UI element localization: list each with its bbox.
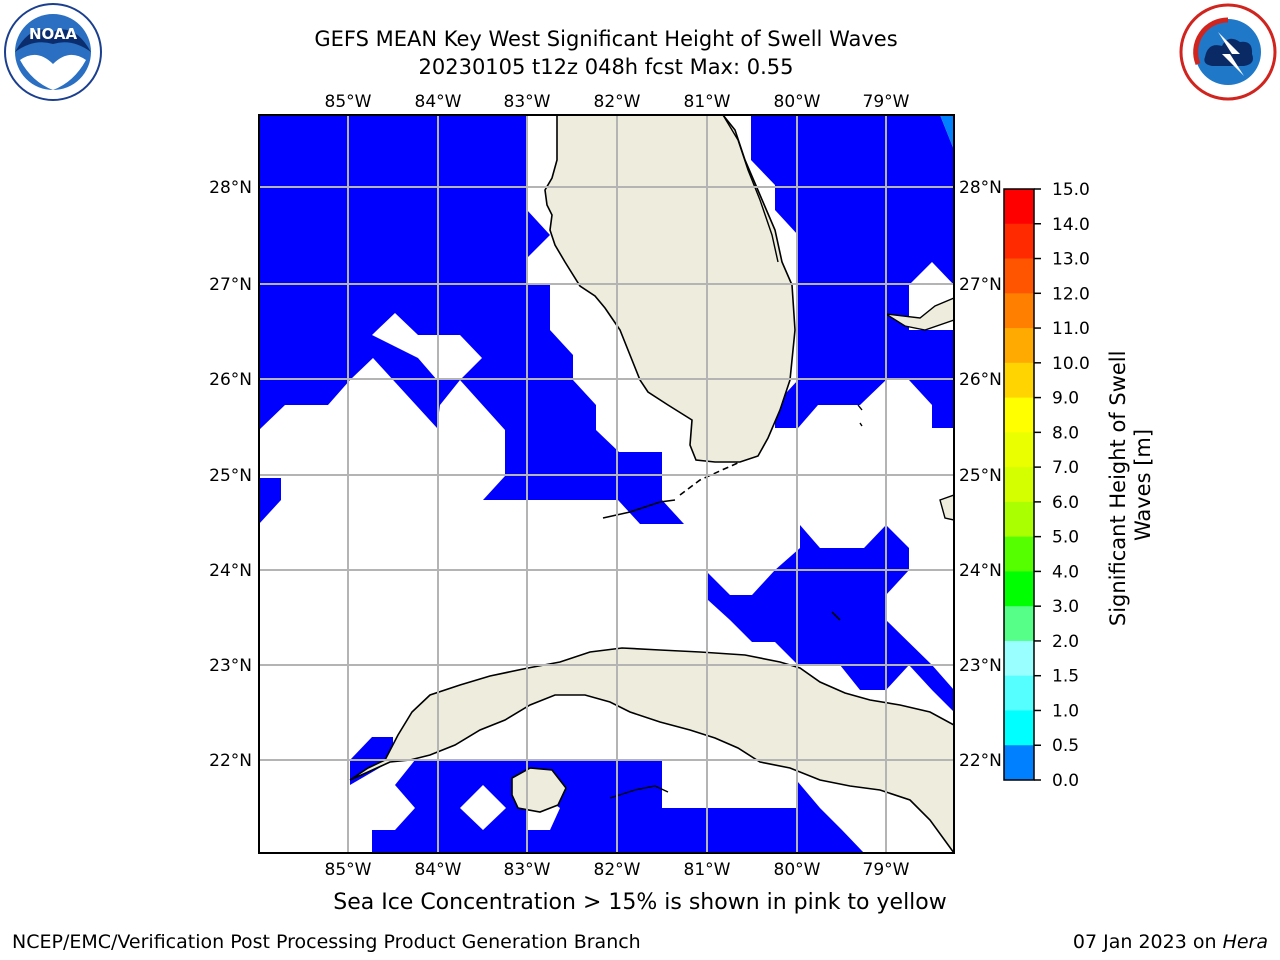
right-lat-label: 26°N bbox=[959, 370, 1002, 390]
top-lon-label: 83°W bbox=[504, 92, 551, 112]
bottom-lon-label: 81°W bbox=[684, 860, 731, 880]
colorbar-tick-label: 11.0 bbox=[1052, 319, 1090, 339]
colorbar-tick-label: 8.0 bbox=[1052, 423, 1079, 443]
noaa-logo: NOAA bbox=[4, 3, 102, 101]
colorbar-swatch bbox=[1004, 258, 1034, 294]
colorbar-swatch bbox=[1004, 223, 1034, 260]
colorbar-swatch bbox=[1004, 501, 1034, 538]
top-lon-label: 81°W bbox=[684, 92, 731, 112]
colorbar-swatch bbox=[1004, 745, 1034, 781]
colorbar-tick-label: 7.0 bbox=[1052, 458, 1079, 478]
bottom-lon-label: 84°W bbox=[415, 860, 462, 880]
cuba-landmass bbox=[349, 647, 954, 853]
colorbar-swatch bbox=[1004, 675, 1034, 711]
top-lon-label: 82°W bbox=[594, 92, 641, 112]
colorbar-swatch bbox=[1004, 536, 1034, 572]
colorbar-swatch bbox=[1004, 710, 1034, 746]
colorbar-tick-label: 1.0 bbox=[1052, 701, 1079, 721]
right-lat-label: 28°N bbox=[959, 178, 1002, 198]
colorbar-tick-label: 10.0 bbox=[1052, 354, 1090, 374]
colorbar-tick-label: 6.0 bbox=[1052, 493, 1079, 513]
isla-de-la-juventud bbox=[511, 767, 567, 813]
colorbar-swatch bbox=[1004, 432, 1034, 468]
bottom-lon-label: 83°W bbox=[504, 860, 551, 880]
right-lat-label: 27°N bbox=[959, 275, 1002, 295]
colorbar-swatch bbox=[1004, 293, 1034, 329]
colorbar-swatch bbox=[1004, 467, 1034, 503]
colorbar-swatch bbox=[1004, 189, 1034, 225]
colorbar-label: Significant Height of Swell Waves [m] bbox=[1106, 344, 1155, 626]
colorbar-tick-label: 13.0 bbox=[1052, 250, 1090, 270]
top-lon-label: 85°W bbox=[325, 92, 372, 112]
chart-title: GEFS MEAN Key West Significant Height of… bbox=[314, 27, 898, 51]
right-lat-label: 23°N bbox=[959, 656, 1002, 676]
right-lat-label: 24°N bbox=[959, 561, 1002, 581]
left-lat-label: 28°N bbox=[209, 178, 252, 198]
colorbar-swatch bbox=[1004, 640, 1034, 677]
map-area bbox=[259, 115, 954, 853]
bottom-lon-label: 80°W bbox=[774, 860, 821, 880]
chart-subtitle: 20230105 t12z 048h fcst Max: 0.55 bbox=[418, 55, 794, 79]
colorbar-swatch bbox=[1004, 362, 1034, 399]
colorbar-tick-label: 15.0 bbox=[1052, 180, 1090, 200]
colorbar-tick-label: 14.0 bbox=[1052, 215, 1090, 235]
left-lat-label: 27°N bbox=[209, 275, 252, 295]
left-lat-label: 26°N bbox=[209, 370, 252, 390]
left-lat-label: 25°N bbox=[209, 466, 252, 486]
left-lat-label: 22°N bbox=[209, 751, 252, 771]
top-lon-label: 84°W bbox=[415, 92, 462, 112]
longitude-ticks: 85°W 85°W 84°W 84°W 83°W 83°W 82°W 82°W 81°W 81°W… bbox=[325, 92, 910, 880]
colorbar-tick-label: 4.0 bbox=[1052, 562, 1079, 582]
left-lat-label: 23°N bbox=[209, 656, 252, 676]
footer-credit: NCEP/EMC/Verification Post Processing Pr… bbox=[12, 931, 641, 953]
bottom-lon-label: 85°W bbox=[325, 860, 372, 880]
nws-logo bbox=[1179, 3, 1277, 101]
graticule bbox=[259, 115, 954, 853]
sea-ice-note: Sea Ice Concentration > 15% is shown in … bbox=[333, 890, 947, 915]
colorbar-swatch bbox=[1004, 328, 1034, 364]
bottom-lon-label: 79°W bbox=[863, 860, 910, 880]
right-lat-label: 22°N bbox=[959, 751, 1002, 771]
florida-landmass bbox=[544, 115, 796, 463]
latitude-ticks: 28°N 28°N 27°N 27°N 26°N 26°N 25°N 25°N 24°N 24°N… bbox=[209, 178, 1002, 771]
right-lat-label: 25°N bbox=[959, 466, 1002, 486]
noaa-logo-text: NOAA bbox=[29, 25, 78, 43]
top-lon-label: 80°W bbox=[774, 92, 821, 112]
colorbar-tick-label: 3.0 bbox=[1052, 597, 1079, 617]
colorbar-swatch bbox=[1004, 397, 1034, 433]
colorbar-tick-label: 0.5 bbox=[1052, 736, 1079, 756]
footer-date: 07 Jan 2023 on Hera bbox=[1072, 931, 1268, 953]
colorbar-tick-label: 5.0 bbox=[1052, 528, 1079, 548]
colorbar-tick-label: 9.0 bbox=[1052, 389, 1079, 409]
colorbar: 15.0 14.0 13.0 12.0 11.0 10.0 9.0 8.0 7.0 6.0 5.0 4… bbox=[1003, 180, 1090, 791]
footer-host: Hera bbox=[1222, 931, 1268, 953]
colorbar-tick-label: 12.0 bbox=[1052, 284, 1090, 304]
bottom-lon-label: 82°W bbox=[594, 860, 641, 880]
colorbar-tick-label: 0.0 bbox=[1052, 771, 1079, 791]
colorbar-swatch bbox=[1004, 571, 1034, 607]
colorbar-tick-label: 1.5 bbox=[1052, 667, 1079, 687]
colorbar-tick-label: 2.0 bbox=[1052, 632, 1079, 652]
map-frame bbox=[258, 114, 955, 854]
left-lat-label: 24°N bbox=[209, 561, 252, 581]
swell-0.5-region bbox=[940, 115, 954, 150]
top-lon-label: 79°W bbox=[863, 92, 910, 112]
colorbar-swatch bbox=[1004, 606, 1034, 642]
